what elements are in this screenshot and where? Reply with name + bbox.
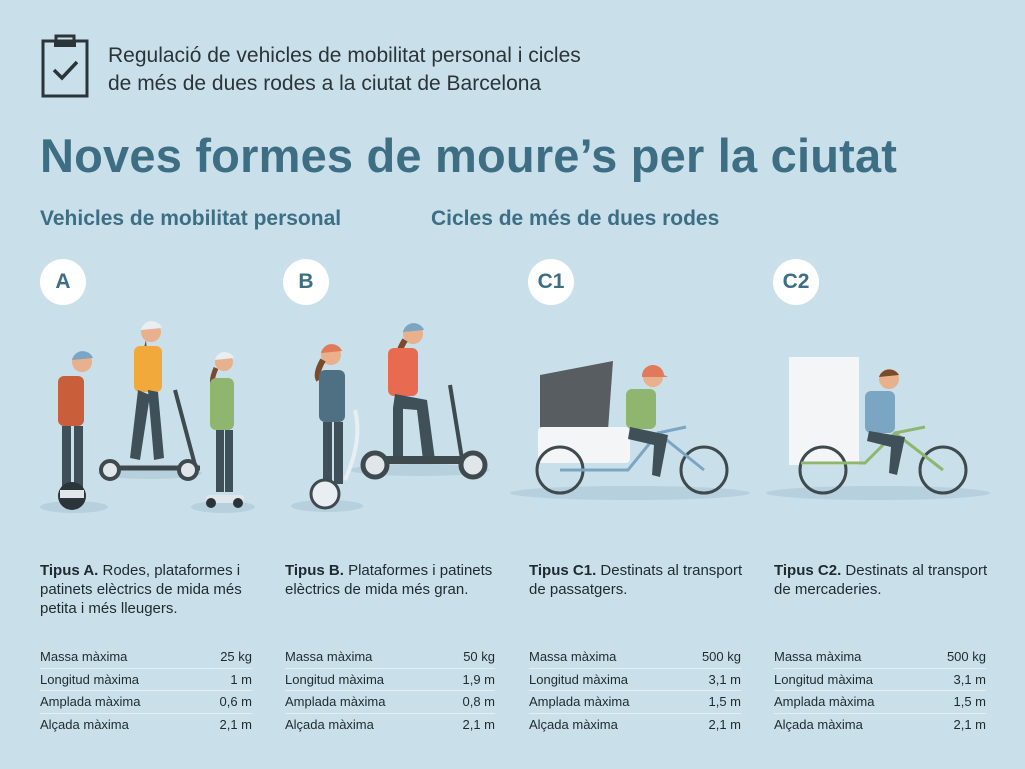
- spec-row: Alçada màxima 2,1 m: [529, 716, 741, 732]
- specs-table-type-c2: Massa màxima 500 kg Longitud màxima 3,1 m …: [774, 646, 986, 735]
- spec-row: Amplada màxima 0,6 m: [40, 691, 252, 714]
- spec-row: Longitud màxima 3,1 m: [774, 669, 986, 691]
- spec-row: Longitud màxima 1,9 m: [285, 669, 495, 691]
- badge-type-a: A: [40, 259, 86, 305]
- illustration-type-c2: [766, 357, 990, 500]
- specs-table-type-a: Massa màxima 25 kg Longitud màxima 1 m Amp…: [40, 646, 252, 735]
- spec-row: Amplada màxima 1,5 m: [529, 691, 741, 714]
- section-personal-mobility: Vehicles de mobilitat personal: [40, 207, 342, 230]
- spec-row: Massa màxima 500 kg: [774, 646, 986, 669]
- illustration-type-c1: [510, 361, 750, 500]
- description-type-b: Tipus B. Plataformes i patinets elèctric…: [285, 562, 493, 598]
- description-type-c1: Tipus C1. Destinats al transport de pass…: [529, 562, 743, 598]
- badge-type-b: B: [283, 259, 329, 305]
- spec-row: Alçada màxima 2,1 m: [774, 716, 986, 732]
- specs-table-type-b: Massa màxima 50 kg Longitud màxima 1,9 m A…: [285, 646, 495, 735]
- section-cycles: Cicles de més de dues rodes: [431, 207, 720, 230]
- clipboard-check-icon: [41, 34, 89, 98]
- spec-row: Massa màxima 500 kg: [529, 646, 741, 669]
- subtitle: Regulació de vehicles de mobilitat perso…: [108, 44, 581, 95]
- specs-table-type-c1: Massa màxima 500 kg Longitud màxima 3,1 m …: [529, 646, 741, 735]
- illustration-type-a: [40, 321, 255, 513]
- badge-type-c2: C2: [773, 259, 819, 305]
- badge-type-c1: C1: [528, 259, 574, 305]
- page-title: Noves formes de moure’s per la ciutat: [40, 129, 898, 182]
- spec-row: Massa màxima 50 kg: [285, 646, 495, 669]
- illustration-type-b: [291, 323, 490, 512]
- spec-row: Alçada màxima 2,1 m: [40, 716, 252, 732]
- spec-row: Amplada màxima 1,5 m: [774, 691, 986, 714]
- spec-row: Alçada màxima 2,1 m: [285, 716, 495, 732]
- spec-row: Longitud màxima 3,1 m: [529, 669, 741, 691]
- description-type-a: Tipus A. Rodes, plataformes i patinets e…: [40, 562, 242, 617]
- spec-row: Longitud màxima 1 m: [40, 669, 252, 691]
- spec-row: Amplada màxima 0,8 m: [285, 691, 495, 714]
- description-type-c2: Tipus C2. Destinats al transport de merc…: [774, 562, 988, 598]
- spec-row: Massa màxima 25 kg: [40, 646, 252, 669]
